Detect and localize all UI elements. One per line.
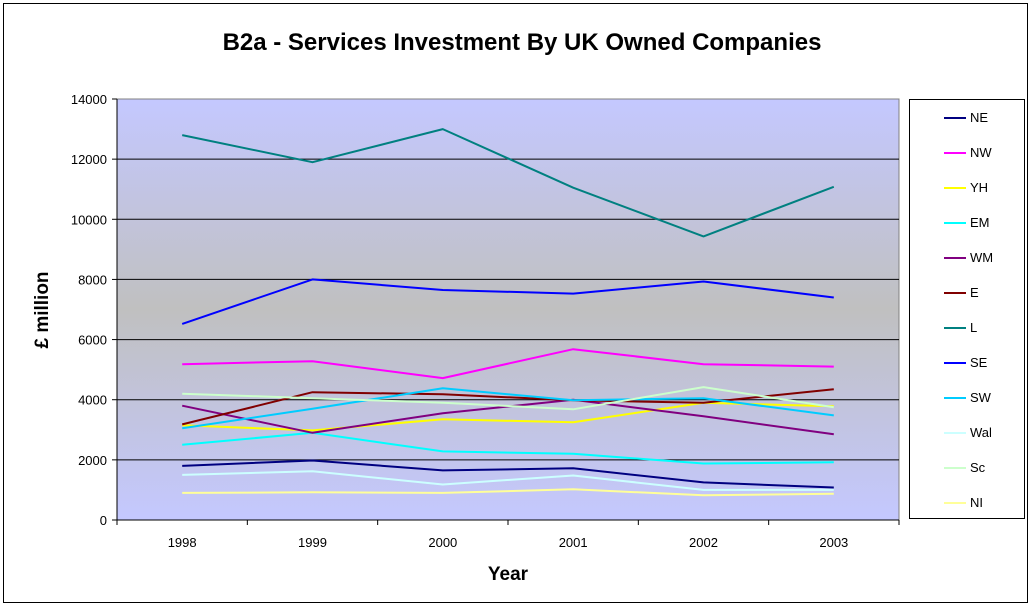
legend-item-ni: NI xyxy=(910,493,1024,513)
x-tick-label: 2000 xyxy=(428,535,457,550)
x-tick-label: 2001 xyxy=(559,535,588,550)
chart-title: B2a - Services Investment By UK Owned Co… xyxy=(223,29,822,56)
series-line-l xyxy=(181,128,835,238)
legend-label: SE xyxy=(970,355,988,370)
y-tick-label: 12000 xyxy=(71,152,107,167)
legend-swatch xyxy=(944,152,966,154)
legend-label: YH xyxy=(970,180,989,195)
legend-swatch xyxy=(944,502,966,504)
legend-item-wm: WM xyxy=(910,248,1024,268)
legend-item-em: EM xyxy=(910,213,1024,233)
series-line-ni xyxy=(182,488,834,497)
legend-item-e: E xyxy=(910,283,1024,303)
legend-swatch xyxy=(944,292,966,294)
legend-swatch xyxy=(944,117,966,119)
legend-label: WM xyxy=(970,250,994,265)
legend-swatch xyxy=(944,432,966,434)
series-line-yh xyxy=(182,401,834,432)
legend-label: Wal xyxy=(970,425,992,440)
tick-labels: 0 2000 4000 6000 8000 10000 12000 14000 1998 1999… xyxy=(71,92,848,550)
legend-swatch xyxy=(944,467,966,469)
legend-item-wal: Wal xyxy=(910,423,1024,443)
y-tick-label: 2000 xyxy=(78,453,107,468)
y-tick-label: 4000 xyxy=(78,393,107,408)
legend-label: NI xyxy=(970,495,983,510)
legend-label: SW xyxy=(970,390,991,405)
legend-label: NE xyxy=(970,110,989,125)
y-tick-label: 14000 xyxy=(71,92,107,107)
legend-item-yh: YH xyxy=(910,178,1024,198)
legend-swatch xyxy=(944,362,966,364)
series-line-nw xyxy=(182,348,834,380)
legend-item-sw: SW xyxy=(910,388,1024,408)
legend-item-l: L xyxy=(910,318,1024,338)
legend-item-nw: NW xyxy=(910,143,1024,163)
legend-label: L xyxy=(970,320,978,335)
legend-label: EM xyxy=(970,215,990,230)
series-line-em xyxy=(182,431,834,465)
axes xyxy=(112,98,900,525)
chart-legend: NE NW YH EM WM E L SE SW Wal Sc NI xyxy=(909,99,1025,519)
legend-label: NW xyxy=(970,145,992,160)
x-tick-label: 1999 xyxy=(298,535,327,550)
series-line-sw xyxy=(182,387,834,430)
series-line-wal xyxy=(182,470,834,491)
legend-item-sc: Sc xyxy=(910,458,1024,478)
legend-swatch xyxy=(944,222,966,224)
x-tick-label: 2003 xyxy=(819,535,848,550)
y-tick-label: 6000 xyxy=(78,333,107,348)
y-axis-label: £ million xyxy=(32,271,53,348)
series-lines xyxy=(181,128,835,497)
series-line-se xyxy=(181,278,834,325)
legend-swatch xyxy=(944,397,966,399)
plot-area xyxy=(116,98,900,521)
x-tick-label: 1998 xyxy=(168,535,197,550)
legend-item-se: SE xyxy=(910,353,1024,373)
legend-swatch xyxy=(944,327,966,329)
legend-label: E xyxy=(970,285,979,300)
y-tick-label: 0 xyxy=(100,513,107,528)
x-tick-label: 2002 xyxy=(689,535,718,550)
series-line-ne xyxy=(182,459,834,489)
y-tick-label: 10000 xyxy=(71,212,107,227)
series-line-sc xyxy=(182,386,834,411)
legend-item-ne: NE xyxy=(910,108,1024,128)
y-tick-label: 8000 xyxy=(78,272,107,287)
legend-swatch xyxy=(944,257,966,259)
legend-swatch xyxy=(944,187,966,189)
legend-label: Sc xyxy=(970,460,986,475)
x-axis-label: Year xyxy=(488,564,529,585)
